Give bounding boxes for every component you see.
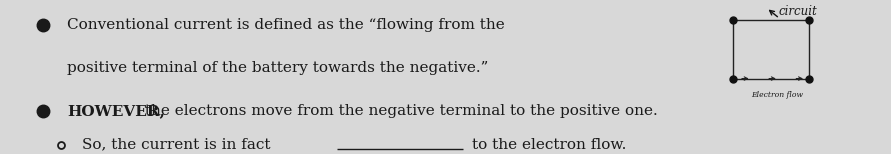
Text: positive terminal of the battery towards the negative.”: positive terminal of the battery towards… [67, 61, 488, 75]
Text: Electron flow: Electron flow [751, 91, 803, 99]
Text: to the electron flow.: to the electron flow. [472, 138, 626, 152]
Text: Conventional current is defined as the “flowing from the: Conventional current is defined as the “… [67, 18, 504, 32]
Text: So, the current is in fact: So, the current is in fact [82, 138, 271, 152]
Text: circuit: circuit [778, 5, 817, 18]
Text: the electrons move from the negative terminal to the positive one.: the electrons move from the negative ter… [140, 104, 658, 118]
Text: HOWEVER,: HOWEVER, [67, 104, 165, 118]
